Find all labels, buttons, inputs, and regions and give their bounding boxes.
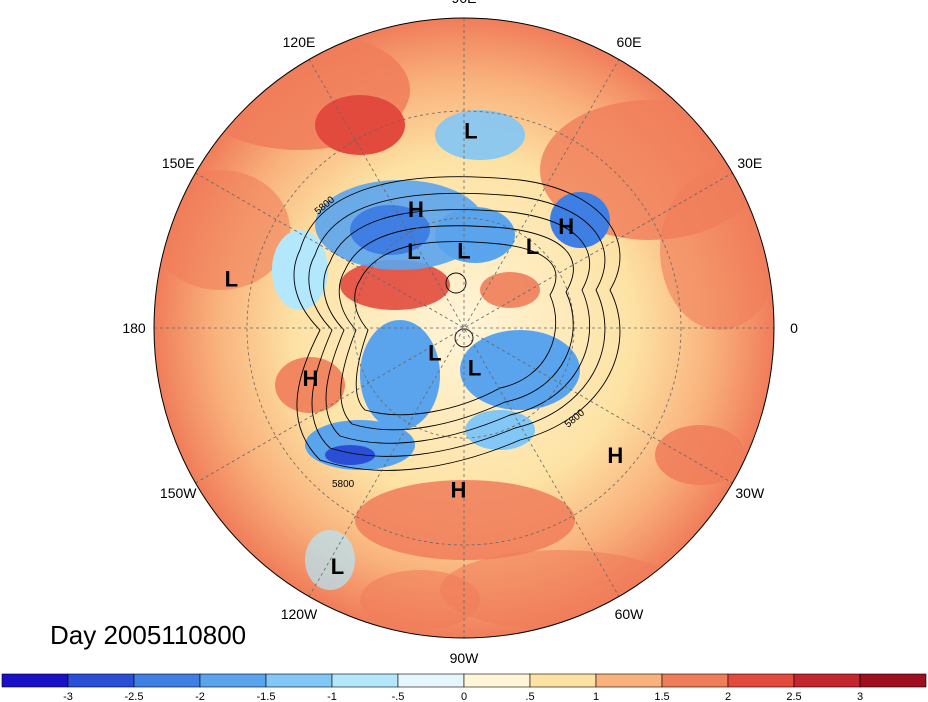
high-center-11: H bbox=[450, 477, 466, 502]
high-center-7: H bbox=[303, 366, 319, 391]
lon-label-120w: 120W bbox=[281, 606, 318, 622]
colorbar-label-8: 1 bbox=[593, 691, 599, 702]
colorbar-box-8 bbox=[529, 673, 597, 688]
colorbar-box-13 bbox=[859, 673, 927, 688]
colorbar-box-11 bbox=[727, 673, 795, 688]
colorbar-label-0: -3 bbox=[63, 691, 73, 702]
colorbar-label-9: 1.5 bbox=[654, 691, 669, 702]
colorbar-label-2: -2 bbox=[195, 691, 205, 702]
colorbar-label-1: -2.5 bbox=[125, 691, 144, 702]
colorbar-box-2 bbox=[133, 673, 201, 688]
colorbar-box-4 bbox=[265, 673, 333, 688]
colorbar-box-5 bbox=[331, 673, 399, 688]
colorbar-box-3 bbox=[199, 673, 267, 688]
lon-label-150w: 150W bbox=[160, 485, 197, 501]
longitude-labels: 90E 60E 30E 0 30W 60W 90W 120W 150W 180 150E 120E bbox=[122, 0, 798, 666]
lon-label-60e: 60E bbox=[617, 34, 642, 50]
colorbar-box-1 bbox=[67, 673, 135, 688]
lon-label-120e: 120E bbox=[283, 34, 316, 50]
lon-label-30w: 30W bbox=[735, 485, 765, 501]
lon-label-150e: 150E bbox=[162, 155, 195, 171]
colorbar-label-4: -1 bbox=[327, 691, 337, 702]
lon-label-30e: 30E bbox=[737, 155, 762, 171]
lon-label-90w: 90W bbox=[450, 650, 480, 666]
colorbar-label-10: 2 bbox=[725, 691, 731, 702]
high-center-2: H bbox=[558, 214, 574, 239]
map-boundary bbox=[153, 17, 775, 639]
colorbar: -3 -2.5 -2 -1.5 -1 -.5 0 .5 1 1.5 2 2.5 3 bbox=[1, 673, 927, 702]
low-center-9: L bbox=[468, 355, 481, 380]
graticule bbox=[154, 18, 774, 638]
colorbar-box-6 bbox=[397, 673, 465, 688]
colorbar-label-12: 3 bbox=[857, 691, 863, 702]
colorbar-box-9 bbox=[595, 673, 663, 688]
page-title: Day 2005110800 bbox=[50, 620, 247, 650]
lon-label-0: 0 bbox=[790, 320, 798, 336]
colorbar-box-0 bbox=[1, 673, 69, 688]
low-center-6: L bbox=[225, 267, 238, 292]
height-contours bbox=[293, 176, 621, 471]
low-center-4: L bbox=[457, 239, 470, 264]
high-center-0: H bbox=[408, 197, 424, 222]
colorbar-label-5: -.5 bbox=[392, 691, 405, 702]
low-center-12: L bbox=[331, 554, 344, 579]
colorbar-label-6: 0 bbox=[461, 691, 467, 702]
colorbar-label-11: 2.5 bbox=[786, 691, 801, 702]
lon-label-90e: 90E bbox=[452, 0, 477, 6]
low-center-3: L bbox=[407, 239, 420, 264]
colorbar-label-7: .5 bbox=[525, 691, 534, 702]
colorbar-box-12 bbox=[793, 673, 861, 688]
low-center-5: L bbox=[526, 234, 539, 259]
colorbar-box-7 bbox=[463, 673, 531, 688]
low-center-8: L bbox=[428, 341, 441, 366]
lon-label-60w: 60W bbox=[615, 606, 645, 622]
low-center-1: L bbox=[464, 119, 477, 144]
colorbar-box-10 bbox=[661, 673, 729, 688]
colorbar-label-3: -1.5 bbox=[257, 691, 276, 702]
anomaly-field bbox=[154, 18, 774, 638]
contour-label-5800: 5800 bbox=[332, 479, 355, 490]
lon-label-180: 180 bbox=[122, 320, 146, 336]
high-center-10: H bbox=[607, 443, 623, 468]
